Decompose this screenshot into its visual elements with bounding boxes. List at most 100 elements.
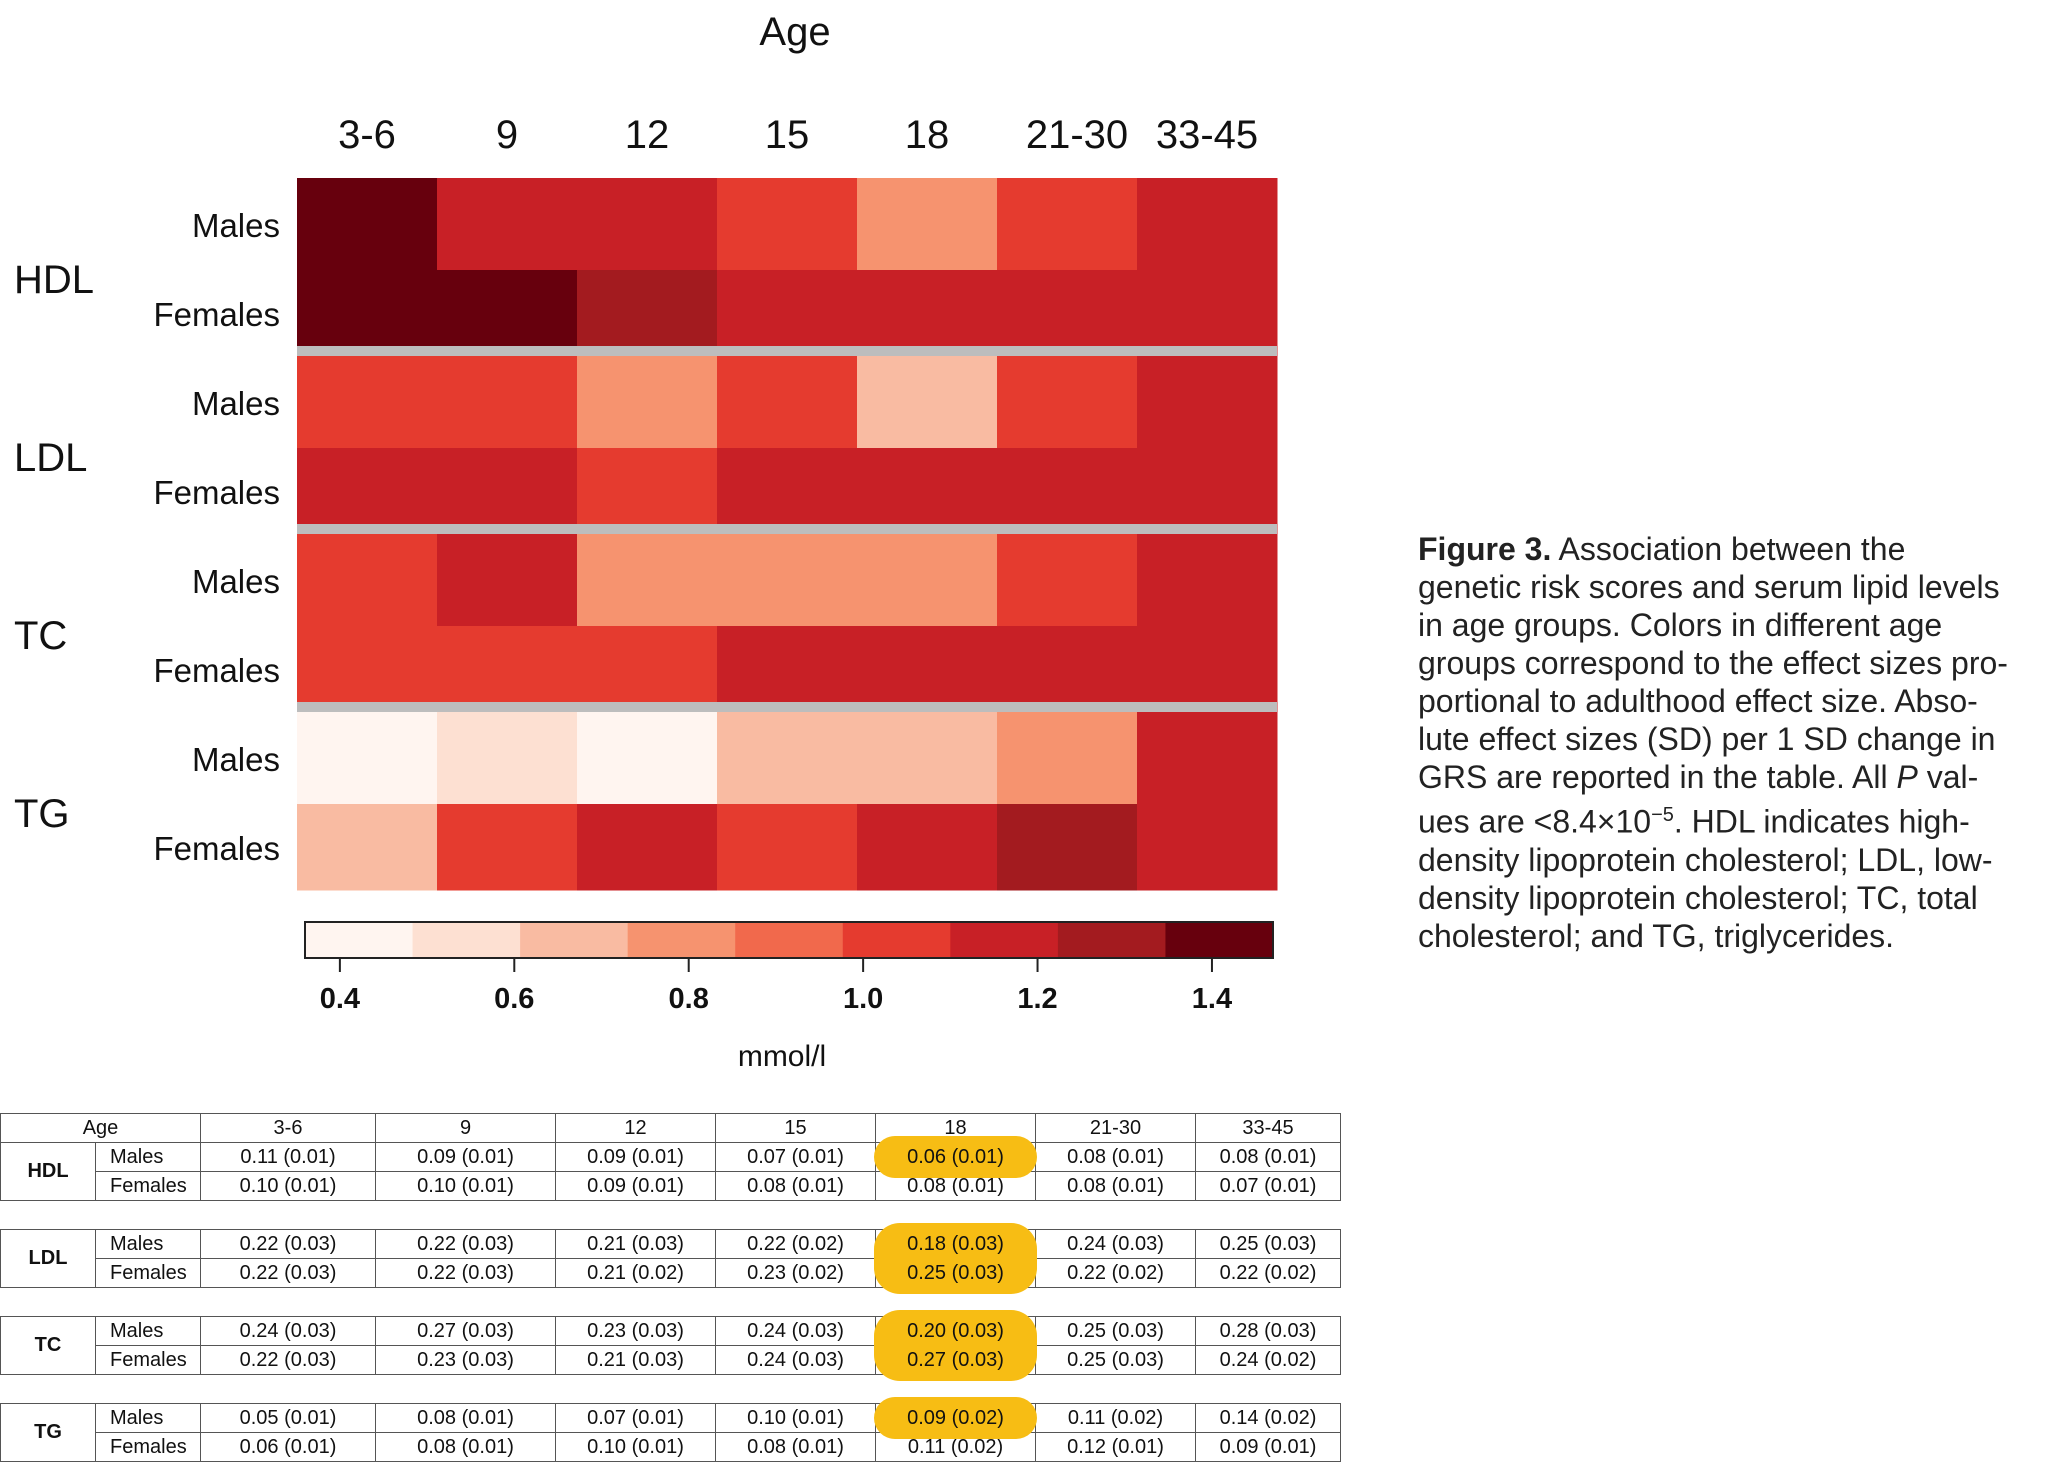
table-cell: 0.11 (0.02) [1035,1403,1196,1433]
table-cell: 0.23 (0.02) [715,1258,876,1288]
table-cell-value: 0.25 (0.03) [1067,1348,1164,1371]
table-sex-label: Females [95,1258,201,1288]
heatmap-figure: Age 3-6 9 12 15 18 21-30 33-45 HDL LDL TC TG Male… [14,10,1278,1073]
table-cell: 0.07 (0.01) [555,1403,716,1433]
table-cell-value: 0.21 (0.02) [587,1261,684,1284]
table-sex-label: Females [95,1171,201,1201]
row-label-males: Males [192,741,280,778]
age-label: 33-45 [1156,113,1258,157]
color-legend: 0.4 0.6 0.8 1.0 1.2 1.4 [304,921,1274,1015]
caption-line-6: lute effect sizes (SD) per 1 SD change i… [1418,721,1996,757]
table-cell-value: 0.24 (0.03) [747,1319,844,1342]
sex-row-labels: Males Females Males Females Males Females Male… [153,207,280,867]
effect-size-table-wrap: Age 3-6 9 12 15 18 21-30 33-45 HDL Males 0… [0,1113,1341,1462]
heatmap-cell [437,270,578,357]
row-label-females: Females [153,296,280,333]
table-spacer-cell [1,1201,1341,1230]
age-label: 9 [496,113,518,157]
table-cell-value: 0.27 (0.03) [417,1319,514,1342]
table-cell-value: 0.09 (0.01) [587,1145,684,1168]
effect-size-table: Age 3-6 9 12 15 18 21-30 33-45 HDL Males 0… [0,1113,1341,1462]
table-cell-value: 0.07 (0.01) [587,1406,684,1429]
table-cell-value: 0.25 (0.03) [1067,1319,1164,1342]
table-cell-value: 0.08 (0.01) [1067,1145,1164,1168]
table-cell-value: 0.05 (0.01) [239,1406,337,1429]
table-sex-label: Males [95,1316,201,1346]
table-cell: 0.06 (0.01) [874,1136,1037,1178]
table-row: Females 0.22 (0.03) 0.22 (0.03) 0.21 (0.02)… [1,1257,1341,1294]
table-cell: 0.23 (0.03) [555,1316,716,1346]
table-sex-label: Males [95,1403,201,1433]
table-cell: 0.08 (0.01) [1195,1142,1341,1172]
age-label: 3-6 [338,113,396,157]
table-spacer-row [1,1375,1341,1404]
table-sex-label: Females [95,1432,201,1462]
heatmap-cell [577,178,718,271]
table-cell-value: 0.22 (0.03) [417,1261,514,1284]
heatmap-cell [1137,534,1278,627]
group-separators [297,346,1277,712]
table-cell-value: 0.22 (0.02) [747,1232,844,1255]
table-cell-value: 0.08 (0.01) [747,1174,844,1197]
group-label-ldl: LDL [14,436,87,480]
table-cell-value: 0.06 (0.01) [907,1145,1004,1168]
table-row: Females 0.06 (0.01) 0.08 (0.01) 0.10 (0.01)… [1,1432,1341,1462]
heatmap-cell [857,626,998,713]
table-cell: 0.24 (0.03) [200,1316,376,1346]
table-row: TC Males 0.24 (0.03) 0.27 (0.03) 0.23 (0.03)… [0,1310,1341,1375]
heatmap-cell [297,448,438,535]
table-cell-value: 0.21 (0.03) [587,1232,684,1255]
heatmap-cell [857,356,998,449]
table-cell-value: 0.20 (0.03) [907,1319,1004,1342]
highlight-marker [874,1344,1037,1381]
table-cell: 0.25 (0.03) [1035,1316,1196,1346]
heatmap-cell [1137,712,1278,805]
table-cell: 0.12 (0.01) [1035,1432,1196,1462]
heatmap-cell [297,626,438,713]
table-cell-value: 0.07 (0.01) [1219,1174,1317,1197]
group-separator [297,346,1277,356]
heatmap-cell [1137,270,1278,357]
heatmap-cell [437,712,578,805]
table-cell: 0.25 (0.03) [1195,1229,1341,1259]
heatmap-cell [717,448,858,535]
table-cell-value: 0.24 (0.03) [1067,1232,1164,1255]
table-cell-value: 0.09 (0.01) [1219,1435,1317,1458]
heatmap-cell [997,712,1138,805]
table-cell: 0.08 (0.01) [715,1432,876,1462]
heatmap-cell [997,534,1138,627]
table-cell-value: 0.23 (0.03) [417,1348,514,1371]
table-cell-value: 0.22 (0.02) [1067,1261,1164,1284]
heatmap-cell [577,534,718,627]
table-cell: 0.08 (0.01) [1035,1142,1196,1172]
table-cell: 0.22 (0.02) [715,1229,876,1259]
highlight-marker [874,1397,1037,1439]
table-cell: 0.11 (0.01) [200,1142,376,1172]
table-cell: 0.22 (0.02) [1035,1258,1196,1288]
heatmap-cell [577,712,718,805]
heatmap-cell [577,448,718,535]
table-cell: 0.10 (0.01) [200,1171,376,1201]
row-label-females: Females [153,474,280,511]
table-cell-value: 0.27 (0.03) [907,1348,1004,1371]
table-cell-value: 0.18 (0.03) [907,1232,1004,1255]
table-cell-value: 0.08 (0.01) [1219,1145,1317,1168]
table-cell-value: 0.22 (0.03) [239,1232,337,1255]
group-separator [297,702,1277,712]
table-cell-value: 0.12 (0.01) [1067,1435,1164,1458]
caption-line-8: ues are <8.4×10 [1418,803,1652,840]
table-cell: 0.09 (0.01) [555,1171,716,1201]
row-label-females: Females [153,830,280,867]
heatmap-cell [857,804,998,891]
table-cell: 0.08 (0.01) [1035,1171,1196,1201]
table-row: HDL Males 0.11 (0.01) 0.09 (0.01) 0.09 (0.01… [0,1136,1341,1201]
table-sex-label: Males [95,1229,201,1259]
caption-line-11: cholesterol; and TG, triglycerides. [1418,917,1895,954]
legend-tick-label: 0.4 [320,983,360,1015]
table-row: Females 0.10 (0.01) 0.10 (0.01) 0.09 (0.01)… [1,1171,1341,1201]
table-cell-value: 0.25 (0.03) [1219,1232,1317,1255]
table-cell-value: 0.28 (0.03) [1219,1319,1317,1342]
table-cell-value: 0.10 (0.01) [239,1174,337,1197]
table-cell: 0.22 (0.03) [200,1229,376,1259]
heatmap-cell [437,626,578,713]
